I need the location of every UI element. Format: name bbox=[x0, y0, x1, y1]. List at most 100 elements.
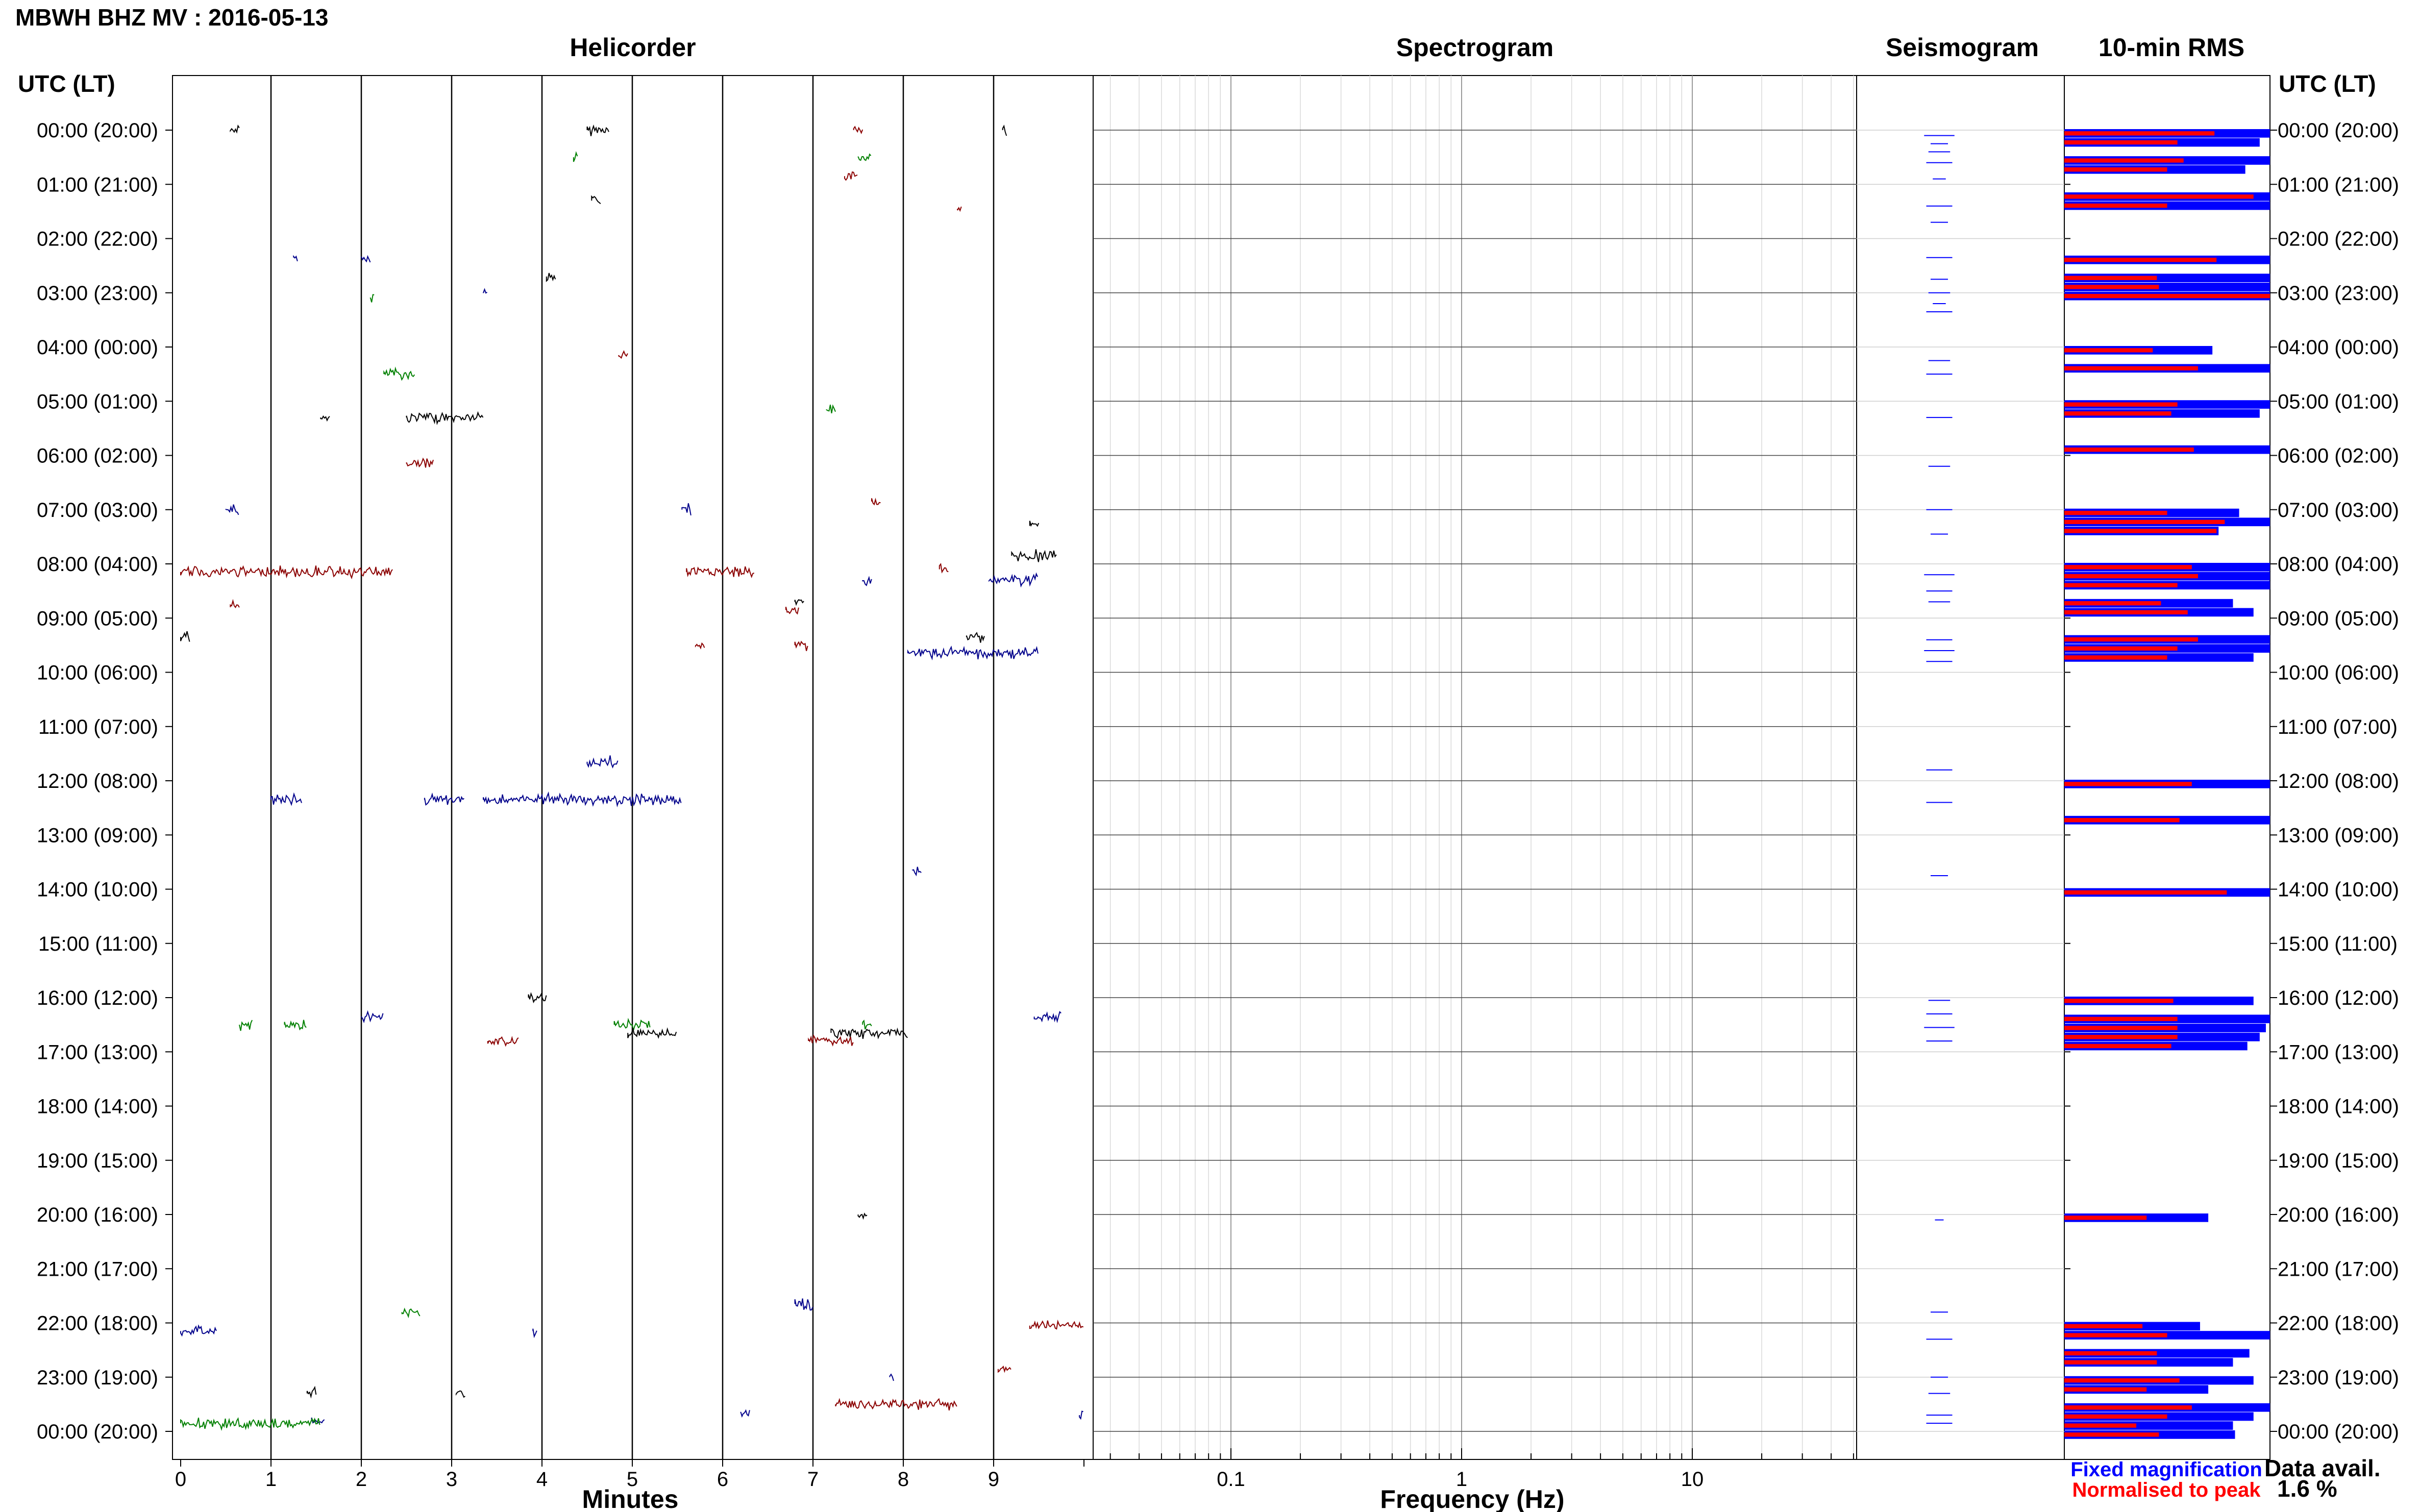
rms-normalised-bar bbox=[2064, 1423, 2137, 1428]
helicorder-header: Helicorder bbox=[570, 33, 696, 62]
rms-normalised-bar bbox=[2064, 258, 2217, 262]
minute-tick-label: 8 bbox=[898, 1468, 909, 1491]
time-label-left: 06:00 (02:00) bbox=[37, 445, 158, 467]
helicorder-trace bbox=[862, 576, 872, 586]
seismogram-traces bbox=[1924, 135, 1955, 1424]
minutes-axis-title: Minutes bbox=[582, 1485, 679, 1512]
helicorder-trace bbox=[230, 599, 240, 609]
helicorder-trace bbox=[808, 1034, 854, 1047]
helicorder-trace bbox=[546, 272, 556, 282]
time-label-right: 06:00 (02:00) bbox=[2278, 445, 2399, 467]
panel-frames bbox=[172, 75, 2270, 1460]
helicorder-traces bbox=[180, 124, 1084, 1431]
helicorder-trace bbox=[361, 255, 371, 263]
helicorder-trace bbox=[740, 1409, 750, 1418]
rms-normalised-bar bbox=[2064, 1044, 2171, 1049]
rms-normalised-bar bbox=[2064, 1351, 2157, 1356]
helicorder-trace bbox=[857, 1212, 868, 1220]
rms-normalised-bar bbox=[2064, 131, 2215, 136]
helicorder-trace bbox=[455, 1390, 465, 1398]
time-label-left: 22:00 (18:00) bbox=[37, 1312, 158, 1335]
helicorder-trace bbox=[270, 792, 302, 806]
rms-normalised-bar bbox=[2064, 1387, 2147, 1392]
time-label-left: 03:00 (23:00) bbox=[37, 282, 158, 305]
helicorder-trace bbox=[989, 572, 1039, 588]
helicorder-trace bbox=[907, 646, 1039, 661]
helicorder-trace bbox=[401, 1307, 421, 1319]
helicorder-trace bbox=[180, 631, 190, 642]
time-label-right: 04:00 (00:00) bbox=[2278, 336, 2399, 359]
time-label-right: 12:00 (08:00) bbox=[2278, 770, 2399, 792]
time-label-left: 17:00 (13:00) bbox=[37, 1041, 158, 1063]
time-label-right: 07:00 (03:00) bbox=[2278, 499, 2399, 522]
time-label-right: 15:00 (11:00) bbox=[2278, 933, 2398, 955]
rms-normalised-bar bbox=[2064, 1432, 2159, 1437]
helicorder-trace bbox=[180, 1417, 320, 1431]
helicorder-trace bbox=[1029, 1319, 1084, 1330]
data-avail-label: Data avail. bbox=[2264, 1455, 2381, 1481]
helicorder-trace bbox=[1011, 549, 1057, 562]
helicorder-trace bbox=[794, 640, 808, 651]
helicorder-trace bbox=[1033, 1010, 1062, 1024]
helicorder-trace bbox=[230, 124, 240, 134]
rms-normalised-bar bbox=[2064, 411, 2171, 416]
minute-tick-label: 0 bbox=[175, 1468, 186, 1491]
rms-normalised-bar bbox=[2064, 610, 2188, 615]
time-label-left: 16:00 (12:00) bbox=[37, 987, 158, 1009]
time-label-right: 08:00 (04:00) bbox=[2278, 553, 2399, 576]
helicorder-trace bbox=[383, 366, 415, 381]
time-label-right: 23:00 (19:00) bbox=[2278, 1367, 2399, 1389]
helicorder-trace bbox=[862, 1020, 872, 1030]
rms-normalised-bar bbox=[2064, 402, 2178, 407]
minute-tick-label: 3 bbox=[446, 1468, 457, 1491]
helicorder-trace bbox=[424, 792, 464, 806]
helicorder-trace bbox=[785, 606, 799, 615]
legend-normalised-to-peak: Normalised to peak bbox=[2072, 1479, 2261, 1501]
time-label-left: 14:00 (10:00) bbox=[37, 879, 158, 901]
time-label-left: 00:00 (20:00) bbox=[37, 119, 158, 142]
time-label-right: 02:00 (22:00) bbox=[2278, 228, 2399, 251]
rms-normalised-bar bbox=[2064, 1216, 2147, 1220]
helicorder-trace bbox=[1079, 1410, 1083, 1420]
helicorder-trace bbox=[1002, 125, 1007, 136]
time-label-right: 11:00 (07:00) bbox=[2278, 716, 2398, 738]
time-label-right: 20:00 (16:00) bbox=[2278, 1204, 2399, 1226]
helicorder-trace bbox=[573, 151, 578, 162]
time-label-right: 09:00 (05:00) bbox=[2278, 607, 2399, 630]
time-label-left: 23:00 (19:00) bbox=[37, 1367, 158, 1389]
helicorder-trace bbox=[586, 755, 619, 769]
legend-fixed-magnification: Fixed magnification bbox=[2070, 1458, 2262, 1481]
helicorder-trace bbox=[239, 1020, 253, 1031]
helicorder-trace bbox=[911, 866, 922, 877]
time-label-left: 13:00 (09:00) bbox=[37, 824, 158, 847]
time-label-right: 01:00 (21:00) bbox=[2278, 173, 2399, 196]
time-label-left: 04:00 (00:00) bbox=[37, 336, 158, 359]
spectrogram-header: Spectrogram bbox=[1396, 33, 1553, 62]
rms-normalised-bar bbox=[2064, 1378, 2180, 1383]
helicorder-trace bbox=[844, 171, 858, 181]
time-label-right: 00:00 (20:00) bbox=[2278, 119, 2399, 142]
time-label-right: 13:00 (09:00) bbox=[2278, 824, 2399, 847]
rms-normalised-bar bbox=[2064, 519, 2225, 524]
helicorder-trace bbox=[586, 124, 609, 136]
helicorder-trace bbox=[889, 1373, 894, 1381]
minute-tick-label: 9 bbox=[988, 1468, 999, 1491]
rms-header: 10-min RMS bbox=[2099, 33, 2244, 62]
frequency-tick-label: 1 bbox=[1456, 1468, 1467, 1491]
rms-normalised-bar bbox=[2064, 167, 2167, 172]
helicorder-trace bbox=[487, 1036, 519, 1047]
rms-normalised-bar bbox=[2064, 583, 2178, 587]
grid-lines bbox=[165, 76, 2277, 1467]
time-label-left: 10:00 (06:00) bbox=[37, 662, 158, 684]
minute-tick-label: 2 bbox=[356, 1468, 367, 1491]
rms-normalised-bar bbox=[2064, 999, 2174, 1003]
helicorder-trace bbox=[406, 457, 434, 468]
data-avail-value: 1.6 % bbox=[2277, 1475, 2337, 1502]
rms-normalised-bar bbox=[2064, 348, 2153, 353]
rms-normalised-bar bbox=[2064, 1333, 2167, 1337]
helicorder-trace bbox=[618, 350, 628, 359]
rms-normalised-bar bbox=[2064, 782, 2192, 786]
rms-normalised-bar bbox=[2064, 529, 2217, 533]
time-label-left: 18:00 (14:00) bbox=[37, 1096, 158, 1118]
